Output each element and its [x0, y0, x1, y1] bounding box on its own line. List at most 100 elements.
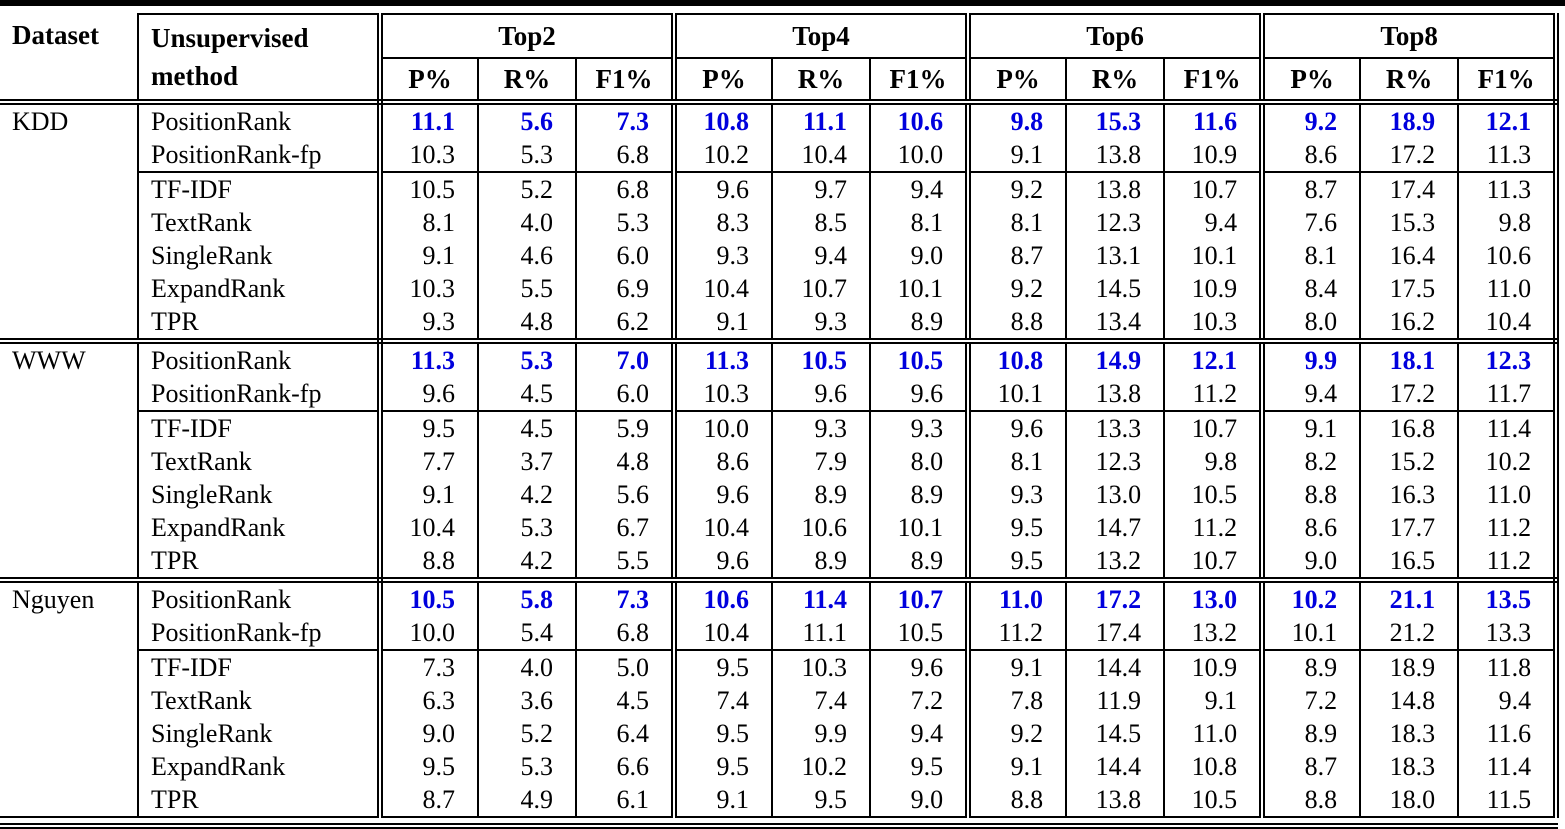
- value-cell: 9.4: [1457, 684, 1560, 717]
- value-cell: 11.6: [1163, 102, 1263, 138]
- value-cell: 9.6: [671, 544, 773, 583]
- value-cell: 6.3: [377, 684, 478, 717]
- value-cell: 9.0: [869, 783, 969, 818]
- value-cell: 11.3: [1457, 171, 1560, 206]
- table-row: TPR 8.8 4.2 5.5 9.6 8.9 8.9 9.5 13.2 10.7 9.0 16.5 1…: [0, 544, 1560, 583]
- value-cell: 8.2: [1259, 445, 1361, 478]
- value-cell: 8.9: [771, 478, 871, 511]
- value-cell: 14.9: [1065, 341, 1165, 377]
- value-cell: 9.1: [965, 649, 1067, 684]
- value-cell: 9.3: [869, 410, 969, 445]
- value-cell: 13.4: [1065, 305, 1165, 344]
- value-cell: 10.9: [1163, 649, 1263, 684]
- value-cell: 8.8: [1259, 478, 1361, 511]
- value-cell: 9.1: [377, 478, 478, 511]
- value-cell: 17.4: [1359, 171, 1459, 206]
- method-name: PositionRank: [138, 102, 383, 138]
- value-cell: 13.0: [1065, 478, 1165, 511]
- value-cell: 14.8: [1359, 684, 1459, 717]
- table-body: KDD PositionRank 11.1 5.6 7.3 10.8 11.1 10.6 9.8…: [0, 102, 1560, 818]
- table-row: ExpandRank 10.4 5.3 6.7 10.4 10.6 10.1 9.5 14.7 1…: [0, 511, 1560, 544]
- value-cell: 10.5: [1163, 478, 1263, 511]
- header-metric-f1: F1%: [1163, 58, 1263, 105]
- header-metric-p: P%: [377, 58, 478, 105]
- value-cell: 9.3: [377, 305, 478, 344]
- value-cell: 6.0: [574, 377, 675, 411]
- value-cell: 21.2: [1359, 616, 1459, 650]
- header-group-top4: Top4: [671, 13, 969, 59]
- value-cell: 10.9: [1163, 272, 1263, 305]
- value-cell: 7.0: [574, 341, 675, 377]
- table-row: WWW PositionRank 11.3 5.3 7.0 11.3 10.5 10.5 10.…: [0, 341, 1560, 583]
- value-cell: 10.3: [671, 377, 773, 411]
- value-cell: 8.7: [1259, 171, 1361, 206]
- method-name: TextRank: [138, 206, 383, 239]
- value-cell: 12.3: [1457, 341, 1560, 377]
- header-metric-f1: F1%: [574, 58, 675, 105]
- value-cell: 11.4: [1457, 750, 1560, 783]
- value-cell: 18.3: [1359, 717, 1459, 750]
- value-cell: 4.0: [477, 206, 576, 239]
- value-cell: 9.1: [1259, 410, 1361, 445]
- method-name: TextRank: [138, 445, 383, 478]
- value-cell: 13.3: [1457, 616, 1560, 650]
- header-row-groups: Dataset Unsupervised method Top2 Top4 To…: [0, 13, 1560, 105]
- value-cell: 9.5: [965, 544, 1067, 583]
- value-cell: 7.3: [574, 102, 675, 138]
- value-cell: 11.0: [1457, 478, 1560, 511]
- value-cell: 8.9: [771, 544, 871, 583]
- value-cell: 13.2: [1065, 544, 1165, 583]
- header-metric-r: R%: [1359, 58, 1459, 105]
- method-name: SingleRank: [138, 717, 383, 750]
- table-row: PositionRank-fp 10.0 5.4 6.8 10.4 11.1 10.5 11.…: [0, 616, 1560, 650]
- table-row: Nguyen PositionRank 10.5 5.8 7.3 10.6 11.4 10.7…: [0, 580, 1560, 818]
- header-row-metrics: P% R% F1% P% R% F1% P% R% F1% P% R% F1%: [0, 58, 1560, 105]
- value-cell: 10.5: [869, 341, 969, 377]
- value-cell: 15.3: [1065, 102, 1165, 138]
- value-cell: 7.4: [771, 684, 871, 717]
- value-cell: 6.4: [574, 717, 675, 750]
- value-cell: 4.8: [477, 305, 576, 344]
- value-cell: 10.7: [771, 272, 871, 305]
- value-cell: 5.3: [477, 341, 576, 377]
- value-cell: 10.4: [671, 272, 773, 305]
- table-top-rule: [0, 0, 1565, 6]
- value-cell: 5.3: [574, 206, 675, 239]
- value-cell: 5.2: [477, 171, 576, 206]
- value-cell: 9.6: [671, 171, 773, 206]
- value-cell: 10.7: [1163, 171, 1263, 206]
- value-cell: 9.5: [771, 783, 871, 818]
- value-cell: 3.6: [477, 684, 576, 717]
- value-cell: 4.2: [477, 478, 576, 511]
- value-cell: 5.6: [477, 102, 576, 138]
- value-cell: 10.8: [671, 102, 773, 138]
- value-cell: 4.0: [477, 649, 576, 684]
- header-method: Unsupervised method: [138, 13, 383, 105]
- table-row: PositionRank-fp 9.6 4.5 6.0 10.3 9.6 9.6 10.1 13…: [0, 377, 1560, 411]
- value-cell: 9.8: [1163, 445, 1263, 478]
- value-cell: 13.8: [1065, 138, 1165, 172]
- table-row: KDD PositionRank 11.1 5.6 7.3 10.8 11.1 10.6 9.8…: [0, 102, 1560, 344]
- value-cell: 10.7: [1163, 544, 1263, 583]
- value-cell: 9.7: [771, 171, 871, 206]
- value-cell: 9.5: [671, 750, 773, 783]
- table-row: TPR 8.7 4.9 6.1 9.1 9.5 9.0 8.8 13.8 10.5 8.8 18.0 1…: [0, 783, 1560, 818]
- value-cell: 11.4: [1457, 410, 1560, 445]
- value-cell: 9.5: [965, 511, 1067, 544]
- value-cell: 11.5: [1457, 783, 1560, 818]
- method-name: TPR: [138, 305, 383, 344]
- value-cell: 11.1: [771, 102, 871, 138]
- table-row: PositionRank-fp 10.3 5.3 6.8 10.2 10.4 10.0 9.1…: [0, 138, 1560, 172]
- value-cell: 18.3: [1359, 750, 1459, 783]
- value-cell: 16.3: [1359, 478, 1459, 511]
- value-cell: 5.9: [574, 410, 675, 445]
- value-cell: 11.3: [1457, 138, 1560, 172]
- value-cell: 13.8: [1065, 377, 1165, 411]
- value-cell: 9.3: [771, 305, 871, 344]
- value-cell: 7.4: [671, 684, 773, 717]
- table-row: SingleRank 9.0 5.2 6.4 9.5 9.9 9.4 9.2 14.5 11.0 8…: [0, 717, 1560, 750]
- value-cell: 7.9: [771, 445, 871, 478]
- value-cell: 11.1: [377, 102, 478, 138]
- value-cell: 10.3: [377, 272, 478, 305]
- value-cell: 8.3: [671, 206, 773, 239]
